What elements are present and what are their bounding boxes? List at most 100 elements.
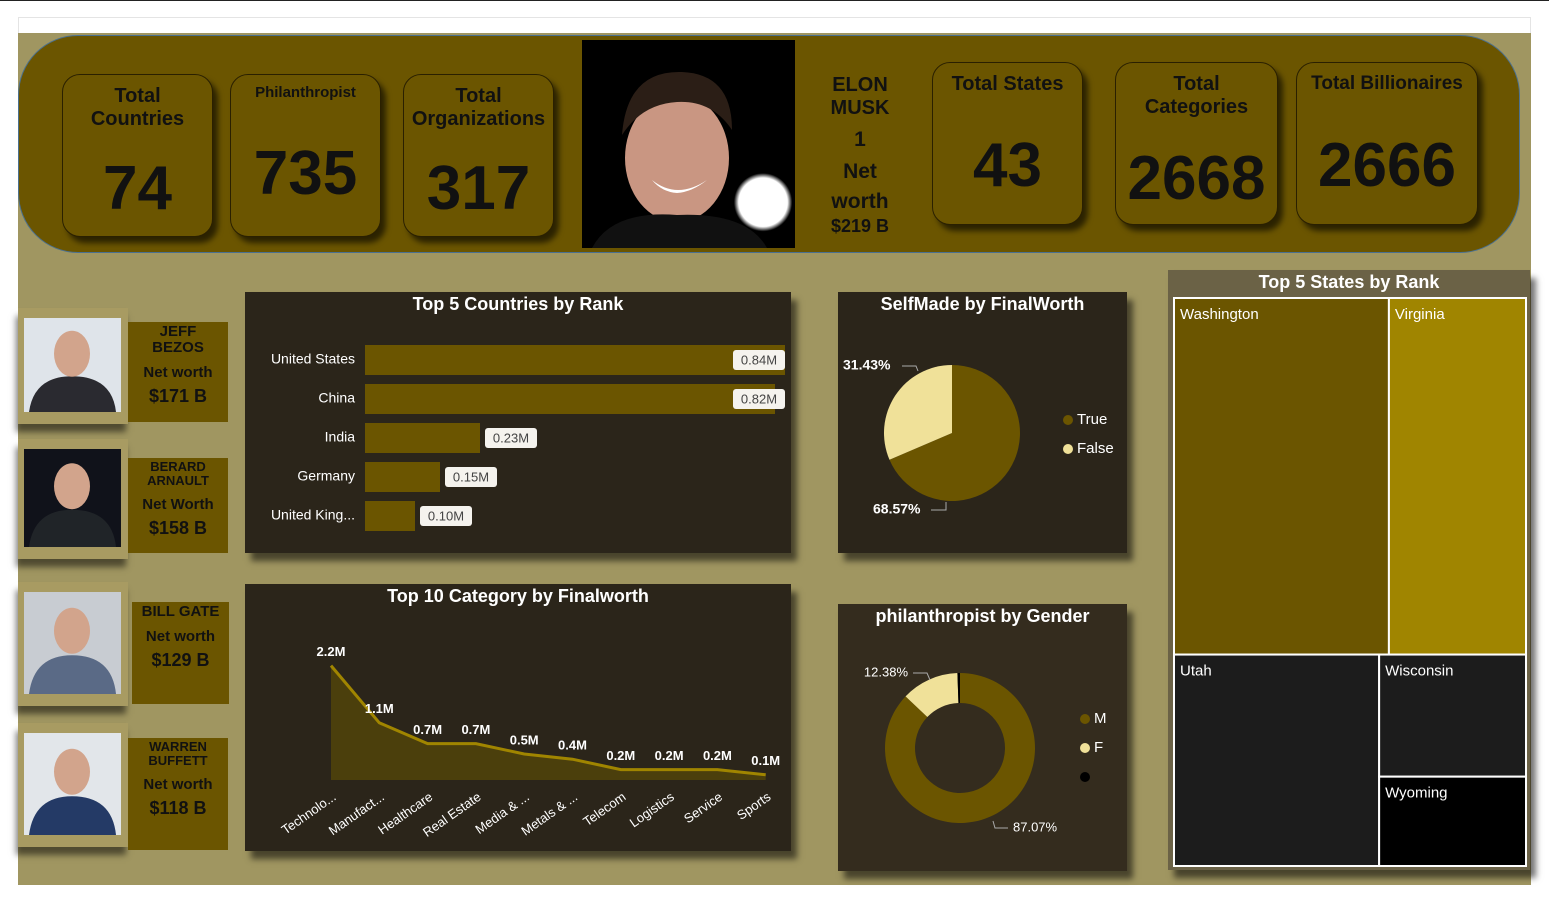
data-label: 0.1M <box>751 753 780 768</box>
data-label: 0.23M <box>493 430 529 445</box>
data-label: 12.38% <box>864 664 909 679</box>
kpi-value: 43 <box>973 131 1042 200</box>
y-tick-label: United King... <box>271 507 355 523</box>
person-label: Net worth <box>143 776 213 793</box>
treemap-cell <box>1378 775 1527 867</box>
person-worth: $129 B <box>151 650 210 670</box>
legend-label: True <box>1077 411 1107 428</box>
kpi-card: Total States 43 <box>932 62 1083 225</box>
legend-swatch <box>1080 714 1090 724</box>
kpi-value: 2666 <box>1318 131 1456 200</box>
kpi-label: Philanthropist <box>255 84 356 101</box>
data-label-box <box>420 506 472 526</box>
featured-name: ELON MUSK <box>830 74 890 119</box>
y-tick-label: India <box>325 429 356 445</box>
body <box>29 796 116 835</box>
data-label: 0.84M <box>741 352 777 367</box>
bar <box>365 345 785 375</box>
data-label-box <box>445 467 497 487</box>
legend-swatch <box>1063 415 1073 425</box>
featured-label: Net worth <box>831 160 889 213</box>
data-label: 0.2M <box>703 748 732 763</box>
data-label: 0.4M <box>558 738 587 753</box>
data-label: 0.15M <box>453 469 489 484</box>
person-worth: $171 B <box>148 386 208 406</box>
person-name: WARREN BUFFETT <box>148 739 208 768</box>
kpi-label: Total Categories <box>1144 73 1249 118</box>
kpi-card: Total Organizations 317 <box>403 74 554 237</box>
kpi-label: Total States <box>951 73 1064 95</box>
legend-swatch <box>1080 743 1090 753</box>
x-tick-label: Sports <box>734 789 774 823</box>
data-label: 0.7M <box>413 722 442 737</box>
kpi-label: Total Organizations <box>411 85 546 130</box>
slice <box>884 365 952 460</box>
person-name: BERARD ARNAULT <box>147 459 209 488</box>
person-label: Net worth <box>145 628 216 645</box>
head <box>54 748 90 795</box>
head <box>54 607 90 654</box>
kpi-card: Total Countries 74 <box>62 74 213 237</box>
legend-label: F <box>1094 739 1103 756</box>
x-tick-label: Logistics <box>627 789 677 831</box>
legend-label: False <box>1077 440 1114 457</box>
person-card: BERARD ARNAULT Net Worth $158 B <box>128 458 228 553</box>
body <box>29 655 116 694</box>
data-label: 0.5M <box>510 732 539 747</box>
chart-title: SelfMade by FinalWorth <box>881 294 1085 314</box>
photo-silhouette <box>29 607 116 694</box>
person-worth: $118 B <box>149 798 207 818</box>
data-label: 68.57% <box>873 501 921 517</box>
slice <box>957 673 960 704</box>
photo-silhouette <box>592 71 767 248</box>
leader-line <box>902 365 919 372</box>
y-tick-label: Germany <box>297 468 355 484</box>
chart-title: Top 10 Category by Finalworth <box>387 586 649 606</box>
legend-label: M <box>1094 710 1107 727</box>
bar <box>365 384 775 414</box>
person-label: Net worth <box>143 364 213 381</box>
chart-title: Top 5 States by Rank <box>1259 272 1441 292</box>
person-card: WARREN BUFFETT Net worth $118 B <box>128 738 228 850</box>
bar <box>365 501 415 531</box>
body <box>29 509 116 547</box>
head <box>54 330 90 377</box>
cell-label: Wisconsin <box>1385 663 1453 680</box>
cell-label: Virginia <box>1395 306 1445 323</box>
kpi-card: Philanthropist 735 <box>230 74 381 237</box>
kpi-value: 317 <box>426 154 531 223</box>
cell-label: Wyoming <box>1385 785 1447 802</box>
cell-label: Washington <box>1180 306 1259 323</box>
featured-rank: 1 <box>854 128 866 151</box>
data-label: 31.43% <box>843 357 891 373</box>
person-photo <box>24 318 121 412</box>
y-tick-label: United States <box>271 351 355 367</box>
head <box>54 463 90 510</box>
area <box>331 665 766 780</box>
legend-swatch <box>1080 772 1090 782</box>
person-photo <box>24 592 121 694</box>
kpi-card: Total Categories 2668 <box>1115 62 1278 225</box>
chart-title: Top 5 Countries by Rank <box>413 294 625 314</box>
leader-line <box>992 820 1008 829</box>
leader-line <box>931 502 947 511</box>
photo-silhouette <box>29 330 116 412</box>
person-name: JEFF BEZOS <box>152 323 204 356</box>
y-tick-label: China <box>318 390 355 406</box>
bar <box>365 462 440 492</box>
person-card: BILL GATE Net worth $129 B <box>132 602 229 704</box>
slice <box>885 673 1035 823</box>
person-card: JEFF BEZOS Net worth $171 B <box>128 322 228 422</box>
person-worth: $158 B <box>148 518 208 538</box>
x-tick-label: Telecom <box>580 789 628 829</box>
treemap-cell <box>1173 297 1390 656</box>
chart-panel: Top 5 Countries by Rank United States 0.84… <box>245 292 791 553</box>
data-label: 1.1M <box>365 701 394 716</box>
kpi-value: 2668 <box>1127 144 1266 213</box>
person-name: BILL GATE <box>141 603 220 620</box>
kpi-value: 735 <box>253 139 358 208</box>
cell-label: Utah <box>1180 663 1212 680</box>
x-tick-label: Service <box>681 789 725 826</box>
